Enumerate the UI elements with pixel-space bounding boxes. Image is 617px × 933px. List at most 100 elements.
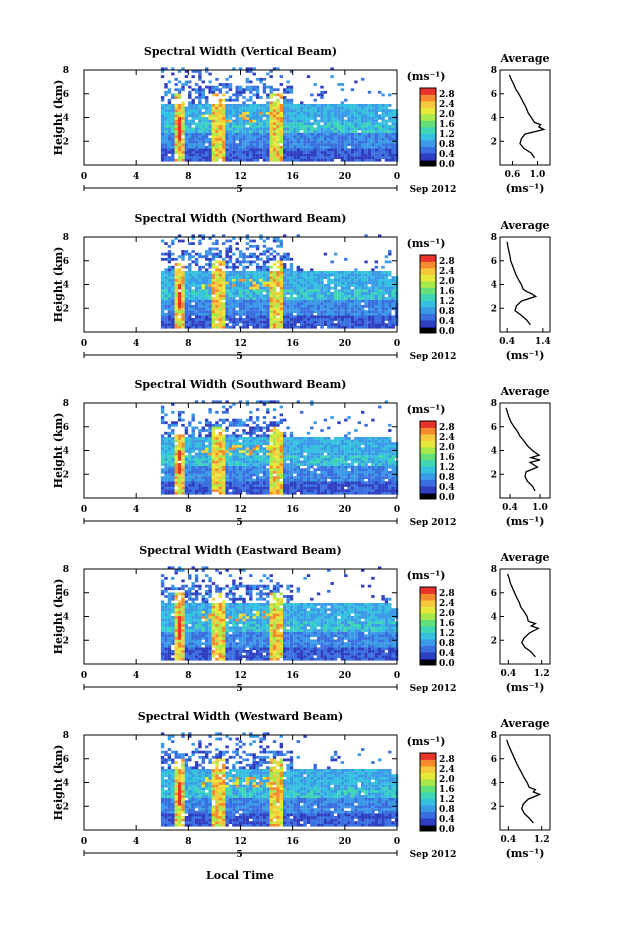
heatmap-cell [246,479,249,482]
heatmap-cell [168,489,171,492]
heatmap-cell [202,148,205,151]
heatmap-cell [239,321,242,324]
heatmap-cell [225,86,228,89]
heatmap-cell [236,421,239,424]
profile-y-tick-label: 6 [491,257,497,267]
heatmap-cell [259,271,262,274]
heatmap-cell [181,292,184,295]
heatmap-cell [310,447,313,450]
heatmap-cell [219,437,222,440]
heatmap-cell [208,297,211,300]
heatmap-cell [276,245,279,248]
heatmap-cell [185,476,188,479]
heatmap-cell [270,287,273,290]
heatmap-cell [249,112,252,115]
heatmap-cell [212,474,215,477]
heatmap-cell [229,471,232,474]
heatmap-cell [276,117,279,120]
heatmap-cell [178,133,181,136]
heatmap-cell [171,109,174,112]
heatmap-cell [242,476,245,479]
heatmap-cell [270,284,273,287]
heatmap-cell [205,104,208,107]
heatmap-cell [205,128,208,131]
heatmap-cell [337,146,340,149]
heatmap-cell [181,487,184,490]
heatmap-cell [276,318,279,321]
heatmap-cell [283,156,286,159]
heatmap-cell [161,308,164,311]
heatmap-cell [239,253,242,256]
heatmap-cell [310,295,313,298]
heatmap-cell [232,135,235,138]
heatmap-cell [175,128,178,131]
heatmap-cell [259,114,262,117]
heatmap-cell [364,120,367,123]
heatmap-cell [185,484,188,487]
heatmap-cell [327,117,330,120]
heatmap-cell [225,305,228,308]
heatmap-cell [354,128,357,131]
heatmap-cell [246,287,249,290]
heatmap-cell [236,117,239,120]
heatmap-cell [253,302,256,305]
heatmap-cell [351,305,354,308]
heatmap-cell [205,305,208,308]
heatmap-cell [293,279,296,282]
heatmap-cell [280,297,283,300]
heatmap-cell [242,133,245,136]
heatmap-cell [334,474,337,477]
heatmap-cell [168,487,171,490]
heatmap-cell [314,99,317,102]
heatmap-cell [314,156,317,159]
heatmap-cell [371,315,374,318]
heatmap-cell [192,104,195,107]
heatmap-cell [202,104,205,107]
heatmap-cell [242,442,245,445]
heatmap-cell [266,159,269,162]
heatmap-cell [161,468,164,471]
heatmap-cell [293,143,296,146]
heatmap-cell [208,479,211,482]
heatmap-cell [246,141,249,144]
heatmap-cell [378,323,381,326]
heatmap-cell [222,258,225,261]
heatmap-cell [232,450,235,453]
heatmap-cell [171,447,174,450]
heatmap-cell [202,279,205,282]
heatmap-cell [164,91,167,94]
heatmap-cell [198,468,201,471]
heatmap-cell [195,263,198,266]
heatmap-cell [263,437,266,440]
heatmap-cell [344,323,347,326]
heatmap-cell [253,245,256,248]
heatmap-cell [297,292,300,295]
heatmap-cell [266,471,269,474]
heatmap-cell [229,406,232,409]
heatmap-cell [347,321,350,324]
heatmap-cell [273,321,276,324]
heatmap-cell [314,492,317,495]
heatmap-cell [188,138,191,141]
heatmap-cell [266,112,269,115]
heatmap-cell [358,135,361,138]
heatmap-cell [202,302,205,305]
heatmap-cell [242,292,245,295]
heatmap-cell [283,99,286,102]
heatmap-cell [242,122,245,125]
heatmap-cell [368,318,371,321]
heatmap-cell [300,125,303,128]
heatmap-cell [205,313,208,316]
heatmap-cell [307,318,310,321]
heatmap-cell [219,471,222,474]
heatmap-cell [259,481,262,484]
heatmap-cell [246,86,249,89]
heatmap-cell [212,141,215,144]
heatmap-cell [283,141,286,144]
heatmap-cell [192,479,195,482]
heatmap-cell [195,287,198,290]
heatmap-cell [222,484,225,487]
heatmap-cell [185,148,188,151]
heatmap-cell [354,289,357,292]
heatmap-cell [164,463,167,466]
